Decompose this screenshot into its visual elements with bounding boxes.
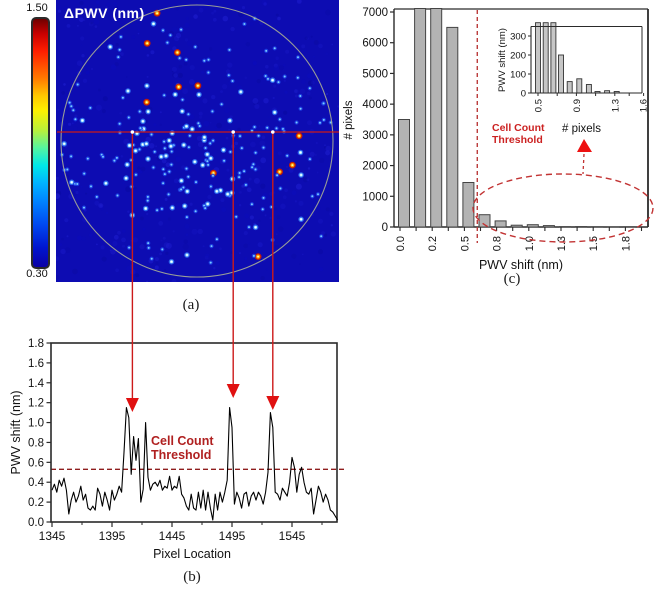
caption-a: (a): [182, 297, 200, 313]
bar: [414, 8, 427, 228]
biosensor-spot-outline: [60, 4, 334, 278]
inset-y-tick-label: 100: [510, 70, 526, 81]
y-tick-label: 0.2: [28, 497, 44, 509]
inset-x-tick-label: 1.3: [610, 99, 621, 112]
caption-b: (b): [183, 569, 201, 585]
y-tick-label: 2000: [362, 161, 388, 173]
x-axis-title: PWV shift (nm): [479, 258, 563, 272]
x-tick-label: 0.2: [427, 236, 439, 251]
x-tick-label: 1395: [99, 529, 126, 543]
cell-count-threshold-label-c: Cell Count Threshold: [492, 122, 545, 146]
y-axis-title: PWV shift (nm): [9, 390, 23, 474]
colorbar-gradient: [31, 17, 50, 269]
y-tick-label: 0.8: [28, 437, 44, 449]
x-tick-label: 1.8: [620, 236, 632, 251]
x-tick-label: 1.0: [524, 236, 536, 251]
inset-x-tick-label: 1.6: [639, 99, 650, 112]
x-tick-label: 1445: [159, 529, 186, 543]
x-tick-label: 0.5: [459, 236, 471, 251]
inset-x-tick-label: 0.5: [534, 99, 545, 112]
cell-count-threshold-label-b: Cell Count Threshold: [151, 434, 214, 462]
y-axis-title: # pixels: [343, 100, 355, 139]
panel-a-title: ΔPWV (nm): [64, 5, 145, 21]
x-tick-label: 1545: [279, 529, 306, 543]
bar: [430, 8, 443, 228]
y-tick-label: 1000: [362, 191, 388, 203]
pwv-line-series: [51, 407, 339, 521]
y-tick-label: 1.0: [28, 418, 44, 430]
threshold-label-line2: Threshold: [492, 134, 543, 146]
inset-y-tick-label: 0: [521, 89, 526, 100]
inset-bar: [585, 84, 592, 94]
x-tick-label: 1.5: [588, 236, 600, 251]
y-tick-label: 5000: [362, 68, 388, 80]
threshold-label-line2: Threshold: [151, 448, 212, 462]
cell-dots: [59, 9, 333, 265]
colorbar-max-label: 1.50: [26, 2, 48, 14]
x-tick-label: 0.8: [492, 236, 504, 251]
x-tick-label: 1345: [39, 529, 66, 543]
inset-y-tick-label: 200: [510, 51, 526, 62]
inset-bar: [558, 54, 564, 94]
inset-y-axis-title: PWV shift (nm): [497, 28, 508, 92]
y-tick-label: 7000: [362, 7, 388, 19]
threshold-label-line1: Cell Count: [151, 434, 214, 448]
inset-bar: [542, 22, 549, 94]
inset-bar: [535, 22, 541, 94]
bar: [478, 214, 491, 228]
x-tick-label: 0.0: [395, 236, 407, 251]
inset-bar: [550, 22, 557, 94]
x-tick-label: 1495: [219, 529, 246, 543]
panel-b-line-chart: 0.0 0.2 0.4 0.6 0.8 1.0 1.2 1.4 1.6 1.8 1345 1395 14…: [9, 338, 346, 561]
y-tick-label: 0.4: [28, 477, 45, 489]
colorbar-min-label: 0.30: [26, 268, 48, 280]
line-chart: 0.0 0.2 0.4 0.6 0.8 1.0 1.2 1.4 1.6 1.8 1345 1395 14…: [9, 338, 346, 561]
inset-background: [531, 26, 642, 93]
x-tick-label: 1.3: [556, 236, 568, 251]
bar: [446, 26, 459, 228]
panel-a-heatmap: [56, 0, 339, 282]
inset-bar: [576, 78, 583, 94]
y-tick-label: 3000: [362, 130, 388, 142]
bar: [526, 224, 539, 228]
x-axis-title: Pixel Location: [153, 547, 231, 561]
inset-x-tick-label: 0.9: [572, 99, 583, 112]
y-tick-label: 0.0: [28, 517, 44, 529]
threshold-label-line1: Cell Count: [492, 122, 545, 134]
y-tick-label: 1.6: [28, 358, 44, 370]
inset-bar: [566, 81, 573, 94]
y-tick-label: 4000: [362, 99, 388, 111]
y-tick-label: 1.8: [28, 338, 44, 350]
plot-frame: [50, 342, 338, 523]
heatmap-background: [56, 0, 339, 282]
y-tick-label: 6000: [362, 38, 388, 50]
bar: [542, 225, 555, 228]
bar: [398, 119, 410, 228]
y-tick-label: 1.2: [28, 398, 44, 410]
caption-c: (c): [503, 271, 521, 287]
y-tick-label: 0: [382, 222, 388, 234]
y-tick-label: 1.4: [28, 378, 45, 390]
inset-y-tick-label: 300: [510, 32, 526, 43]
bar: [494, 220, 507, 228]
pixels-annotation-label: # pixels: [562, 123, 601, 135]
bar: [462, 182, 475, 228]
y-tick-label: 0.6: [28, 457, 44, 469]
bar: [510, 224, 523, 228]
